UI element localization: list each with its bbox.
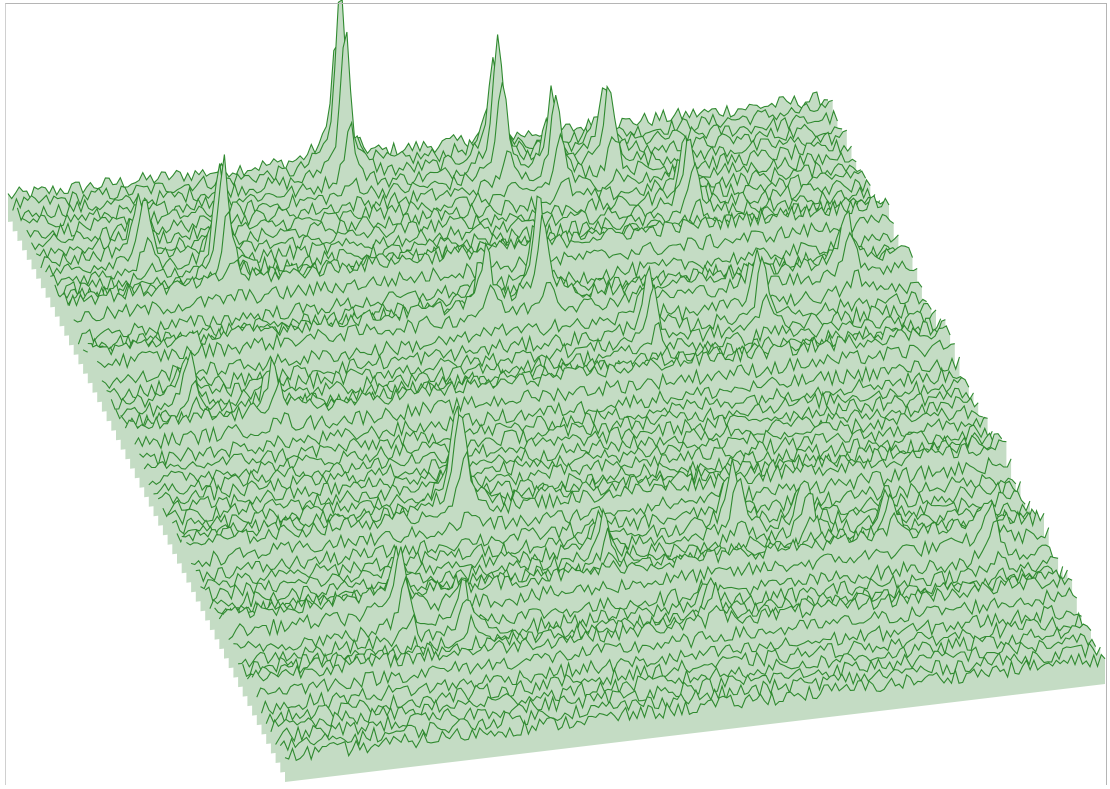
trace-line bbox=[26, 82, 847, 239]
trace-line bbox=[260, 604, 1082, 715]
trace-line bbox=[162, 404, 984, 518]
trace-line bbox=[92, 209, 914, 356]
trace-line bbox=[167, 416, 988, 526]
trace-line bbox=[223, 499, 1045, 619]
trace-line bbox=[238, 550, 1059, 668]
trace-fill bbox=[101, 249, 922, 412]
trace-line bbox=[101, 249, 923, 390]
trace-line bbox=[110, 284, 932, 410]
trace-line bbox=[115, 309, 937, 420]
trace-line bbox=[251, 575, 1073, 682]
trace-line bbox=[40, 158, 862, 269]
trace-line bbox=[190, 456, 1012, 568]
trace-line bbox=[256, 586, 1078, 698]
trace-line bbox=[228, 500, 1050, 641]
trace-line bbox=[134, 339, 955, 450]
trace-line bbox=[275, 633, 1097, 745]
trace-line bbox=[54, 161, 876, 298]
trace-line bbox=[21, 34, 843, 228]
trace-line bbox=[45, 134, 867, 277]
trace-line bbox=[50, 138, 871, 287]
waterfall-traces bbox=[7, 0, 1106, 782]
trace-line bbox=[153, 387, 974, 495]
trace-line bbox=[12, 0, 833, 211]
trace-line bbox=[96, 231, 918, 370]
trace-line bbox=[124, 319, 946, 429]
trace-fill bbox=[26, 82, 847, 260]
trace-line bbox=[148, 376, 970, 486]
trace-fill bbox=[285, 654, 1105, 782]
trace-line bbox=[279, 641, 1101, 752]
trace-line bbox=[106, 255, 927, 402]
trace-line bbox=[181, 413, 1003, 542]
trace-line bbox=[139, 356, 961, 468]
trace-line bbox=[233, 519, 1054, 653]
trace-fill bbox=[8, 44, 828, 222]
trace-line bbox=[31, 94, 852, 251]
trace-line bbox=[35, 132, 857, 260]
trace-line bbox=[16, 31, 838, 222]
trace-line bbox=[7, 42, 829, 200]
trace-line bbox=[68, 194, 890, 308]
trace-fill bbox=[31, 95, 852, 270]
trace-line bbox=[270, 623, 1092, 732]
trace-line bbox=[186, 439, 1007, 546]
trace-line bbox=[143, 366, 965, 470]
trace-line bbox=[157, 395, 979, 505]
trace-line bbox=[284, 652, 1106, 762]
trace-line bbox=[130, 325, 951, 430]
trace-line bbox=[265, 611, 1087, 725]
